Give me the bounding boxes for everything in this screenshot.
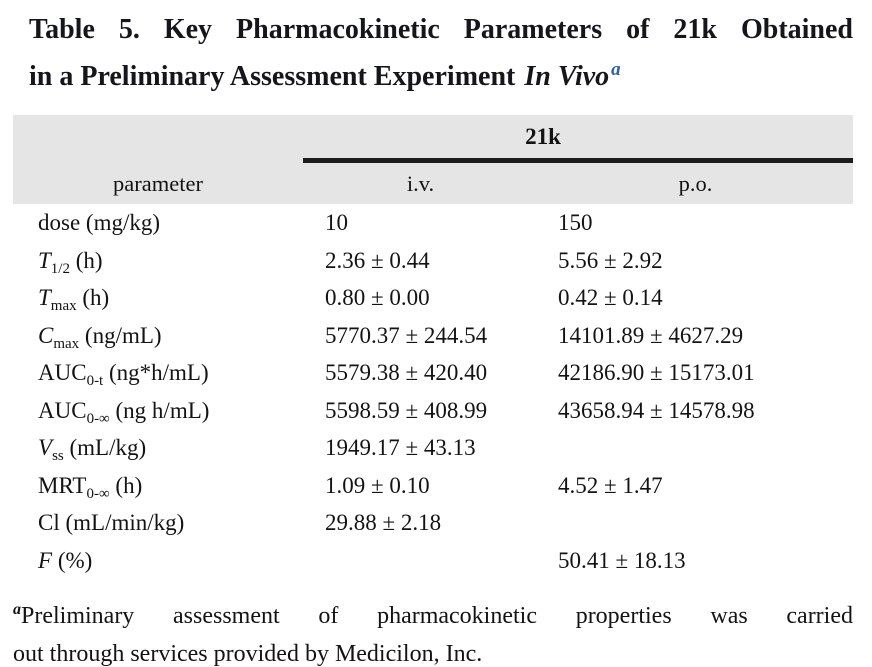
table-title-line2: in a Preliminary Assessment Experiment In… (29, 50, 853, 97)
row-label: AUC0-∞ (ng h/mL) (13, 392, 303, 430)
row-label: Tmax (h) (13, 279, 303, 317)
row-label: MRT0-∞ (h) (13, 467, 303, 505)
value-po (538, 504, 853, 542)
value-po: 50.41 ± 18.13 (558, 547, 686, 573)
value-iv: 5579.38 ± 420.40 (325, 360, 488, 385)
footnote-marker: a (13, 601, 21, 618)
param-sub: max (53, 335, 80, 352)
param-base: Cl (38, 510, 60, 535)
row-label: Vss (mL/kg) (13, 429, 303, 467)
column-header-iv: i.v. (406, 171, 435, 196)
param-base: C (38, 322, 54, 348)
footnote-marker-superscript: a (611, 59, 621, 80)
param-unit: (mg/kg) (80, 210, 161, 235)
footnote-line1: aPreliminary assessment of pharmacokinet… (13, 591, 853, 635)
table-row-v-ss: Vss (mL/kg) 1949.17 ± 43.13 (13, 429, 872, 467)
value-po: 43658.94 ± 14578.98 (558, 397, 755, 423)
table-row-mrt-0-inf: MRT0-∞ (h) 1.09 ± 0.10 4.52 ± 1.47 (13, 467, 872, 505)
param-sub: 0-t (86, 373, 104, 389)
table-body: dose (mg/kg) 10 150 T1/2 (h) 2.36 ± 0.44… (13, 204, 872, 579)
row-label: Cmax (ng/mL) (13, 317, 303, 355)
table-row-dose: dose (mg/kg) 10 150 (13, 204, 872, 242)
value-iv: 1.09 ± 0.10 (325, 472, 430, 498)
param-unit: (ng/mL) (79, 322, 162, 348)
value-po: 4.52 ± 1.47 (558, 472, 663, 498)
table-row-cl: Cl (mL/min/kg) 29.88 ± 2.18 (13, 504, 872, 542)
header-empty-cell (13, 115, 303, 163)
param-sub: 0-∞ (86, 485, 110, 502)
table-row-c-max: Cmax (ng/mL) 5770.37 ± 244.54 14101.89 ±… (13, 317, 872, 355)
param-base: MRT (38, 472, 87, 498)
table-footnote: aPreliminary assessment of pharmacokinet… (13, 591, 853, 667)
row-label: F (%) (13, 542, 303, 580)
table-row-t-half: T1/2 (h) 2.36 ± 0.44 5.56 ± 2.92 (13, 242, 872, 280)
value-po: 42186.90 ± 15173.01 (558, 360, 755, 385)
value-po: 14101.89 ± 4627.29 (558, 322, 744, 348)
row-label: Cl (mL/min/kg) (13, 504, 303, 542)
value-po: 0.42 ± 0.14 (558, 285, 663, 310)
param-base: F (38, 547, 53, 573)
param-unit: (h) (76, 285, 110, 310)
value-po (538, 429, 853, 467)
table-title-line1: Table 5. Key Pharmacokinetic Parameters … (29, 14, 853, 45)
param-sub: 0-∞ (86, 410, 110, 427)
param-base: AUC (38, 397, 87, 423)
param-base: V (38, 435, 53, 460)
param-unit: (h) (109, 472, 143, 498)
param-unit: (mL/kg) (63, 435, 147, 460)
param-unit: (ng h/mL) (109, 397, 210, 423)
param-sub: max (50, 298, 77, 314)
table-row-t-max: Tmax (h) 0.80 ± 0.00 0.42 ± 0.14 (13, 279, 872, 317)
param-base: T (38, 247, 51, 273)
value-iv: 10 (325, 210, 348, 235)
row-label: AUC0-t (ng*h/mL) (13, 354, 303, 392)
param-base: dose (38, 210, 81, 235)
param-sub: ss (52, 448, 64, 464)
table-row-auc-0-t: AUC0-t (ng*h/mL) 5579.38 ± 420.40 42186.… (13, 354, 872, 392)
param-unit: (%) (52, 547, 93, 573)
param-base: T (38, 285, 51, 310)
header-rule (303, 158, 853, 163)
table-title: Table 5. Key Pharmacokinetic Parameters … (29, 10, 853, 97)
param-unit: (h) (69, 247, 103, 273)
value-po: 5.56 ± 2.92 (558, 247, 663, 273)
value-iv: 29.88 ± 2.18 (325, 510, 442, 535)
value-po: 150 (558, 210, 593, 235)
row-label: dose (mg/kg) (13, 204, 303, 242)
param-sub: 1/2 (50, 260, 70, 277)
table-row-f: F (%) 50.41 ± 18.13 (13, 542, 872, 580)
value-iv: 0.80 ± 0.00 (325, 285, 430, 310)
value-iv (303, 542, 538, 580)
param-base: AUC (38, 360, 87, 385)
group-header-21k: 21k (525, 124, 561, 149)
table-header-band: 21k parameter i.v. p.o. (13, 115, 853, 204)
param-unit: (mL/min/kg) (59, 510, 185, 535)
table-row-auc-0-inf: AUC0-∞ (ng h/mL) 5598.59 ± 408.99 43658.… (13, 392, 872, 430)
footnote-text-line1: Preliminary assessment of pharmacokineti… (21, 603, 853, 629)
group-header-cell: 21k (303, 115, 853, 163)
table-title-italic: In Vivo (524, 61, 610, 92)
table-title-line2-text: in a Preliminary Assessment Experiment (29, 61, 516, 92)
value-iv: 2.36 ± 0.44 (325, 247, 430, 273)
value-iv: 5598.59 ± 408.99 (325, 397, 488, 423)
footnote-line2: out through services provided by Medicil… (13, 641, 483, 667)
row-label: T1/2 (h) (13, 242, 303, 280)
value-iv: 5770.37 ± 244.54 (325, 322, 488, 348)
value-iv: 1949.17 ± 43.13 (325, 435, 476, 460)
column-header-po: p.o. (678, 171, 713, 196)
column-header-parameter: parameter (113, 171, 203, 196)
param-unit: (ng*h/mL) (103, 360, 209, 385)
